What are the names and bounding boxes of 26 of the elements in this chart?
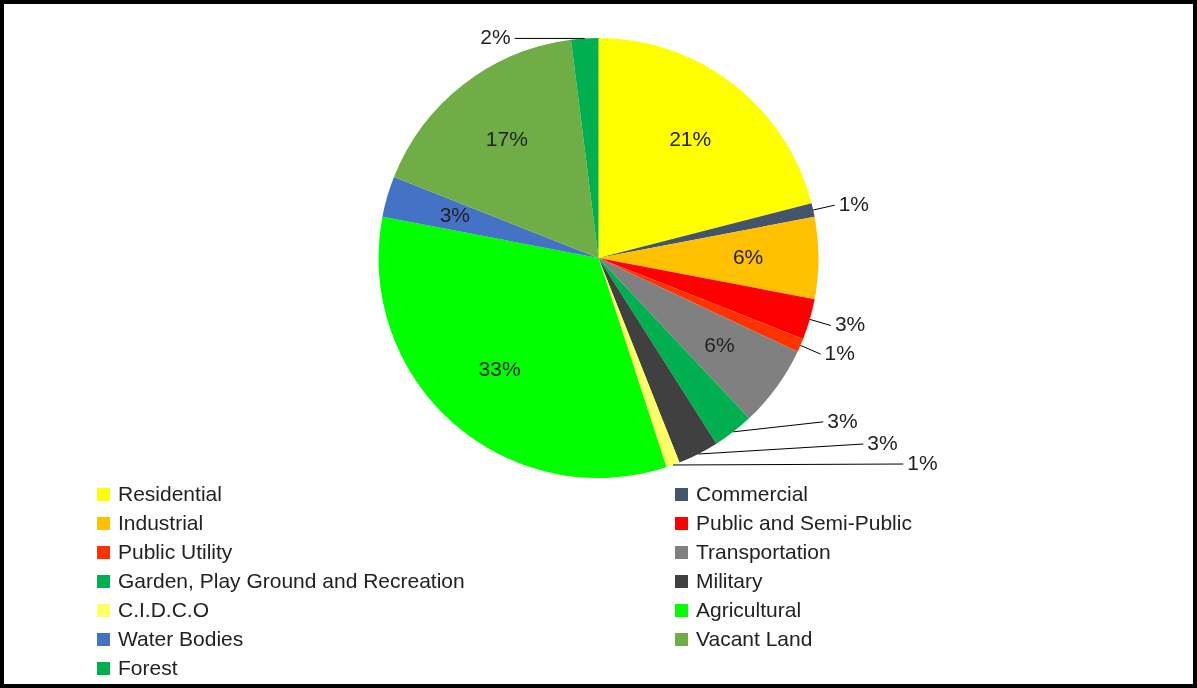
legend-label: Military [696,569,763,593]
legend-label: Garden, Play Ground and Recreation [118,569,465,593]
data-label: 1% [838,192,870,216]
data-label: 2% [480,25,511,49]
legend-label: Commercial [696,482,809,506]
legend-label: Transportation [696,540,831,564]
data-label: 1% [907,450,938,474]
legend-label: Forest [118,656,178,680]
data-label: 3% [867,430,898,454]
legend-label: Public and Semi-Public [696,511,912,535]
data-label: 3% [439,203,471,227]
data-label: 33% [478,357,521,381]
legend-label: C.I.D.C.O [118,598,210,622]
data-label: 21% [669,126,712,150]
data-label: 6% [704,332,735,356]
data-label: 1% [824,340,855,364]
legend-label: Water Bodies [118,627,244,651]
legend-label: Industrial [118,511,204,535]
legend-label: Residential [118,482,222,506]
data-label: 6% [732,244,764,268]
legend-label: Vacant Land [696,627,813,651]
data-label: 17% [485,126,528,150]
legend-label: Agricultural [696,598,802,622]
legend-label: Public Utility [118,540,233,564]
data-label: 3% [834,312,866,336]
data-label: 3% [827,408,858,432]
